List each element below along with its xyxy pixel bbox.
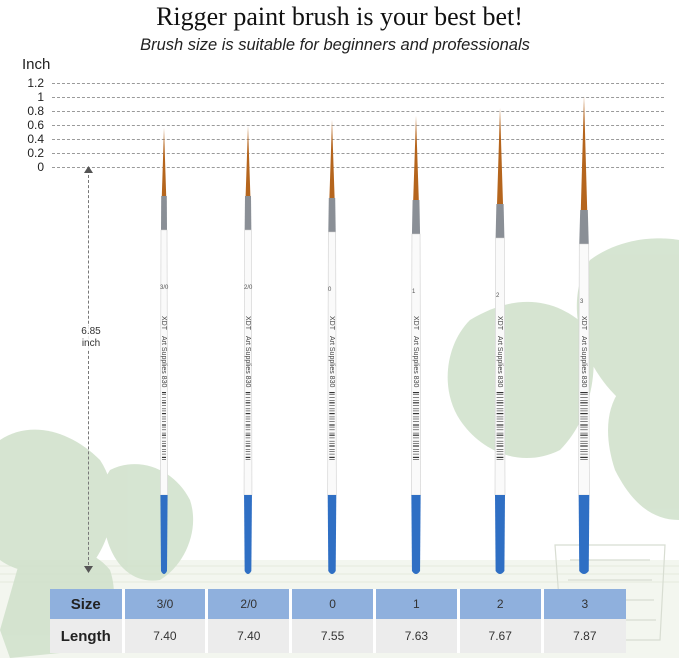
- brush-size-mark: 1: [412, 289, 416, 295]
- scale-tick: 1: [37, 90, 44, 104]
- length-cell: 7.40: [123, 619, 209, 653]
- scale-gridline: [52, 83, 664, 84]
- brush-bristles: [580, 96, 588, 210]
- arrow-up-icon: [84, 166, 93, 173]
- size-cell: 0: [290, 589, 376, 619]
- size-cell: 2/0: [206, 589, 293, 619]
- brush-grip: [578, 495, 590, 574]
- scale-tick: 0.8: [27, 104, 44, 118]
- brush-grip: [327, 495, 337, 574]
- arrow-down-icon: [84, 566, 93, 573]
- page-title: Rigger paint brush is your best bet!: [156, 2, 523, 31]
- length-cell: 7.87: [542, 619, 626, 653]
- size-cell: 2: [458, 589, 544, 619]
- length-dimension-label: 6.85 inch: [70, 326, 112, 350]
- brush-size-mark: 0: [328, 287, 332, 293]
- scale-gridline: [52, 97, 664, 98]
- scale-gridline: [52, 153, 664, 154]
- scale-tick: 1.2: [27, 76, 44, 90]
- scale-tick: 0.2: [27, 146, 44, 160]
- length-cell: 7.63: [374, 619, 460, 653]
- brush-ferrule: [161, 196, 167, 230]
- length-cell: 7.40: [206, 619, 293, 653]
- length-header: Length: [50, 619, 125, 653]
- scale-unit-label: Inch: [22, 56, 51, 73]
- brush-bristles: [161, 128, 167, 196]
- scale-gridline: [52, 111, 664, 112]
- page-subtitle: Brush size is suitable for beginners and…: [140, 36, 530, 54]
- brush-grip: [495, 495, 505, 574]
- scale-gridline: [52, 139, 664, 140]
- length-row: Length 7.40 7.40 7.55 7.63 7.67 7.87: [50, 619, 626, 653]
- brush-size-mark: 3/0: [160, 285, 169, 291]
- scale-gridline: [52, 125, 664, 126]
- brush-grip: [411, 495, 421, 574]
- brush-grip: [244, 495, 252, 574]
- brush-brand-text: XDT: [580, 316, 587, 330]
- scale-gridline: [52, 167, 664, 168]
- brush-model-text: Art Supplies 830: [580, 336, 587, 388]
- spec-table: Size 3/0 2/0 0 1 2 3 Length 7.40 7.40 7.…: [50, 589, 626, 653]
- brush-size-mark: 2/0: [244, 285, 253, 291]
- brush-ferrule: [411, 200, 421, 234]
- scale-tick: 0.4: [27, 132, 44, 146]
- brush-bristles: [245, 126, 251, 196]
- length-dimension-line: [88, 170, 89, 570]
- dimension-value: 6.85: [81, 326, 101, 337]
- dimension-unit: inch: [81, 338, 101, 349]
- brush-ferrule: [328, 198, 336, 232]
- size-cell: 1: [374, 589, 460, 619]
- brush-ferrule: [495, 204, 505, 238]
- brush-ferrule: [579, 210, 589, 244]
- brush-ferrule: [244, 196, 252, 230]
- brush-bristles: [497, 108, 503, 204]
- size-cell: 3: [542, 589, 626, 619]
- brush-bristles: [329, 120, 335, 198]
- brush-size-mark: 2: [496, 293, 500, 299]
- brush-size-mark: 3: [580, 299, 584, 305]
- brush-grip: [160, 495, 168, 574]
- scale-tick: 0.6: [27, 118, 44, 132]
- scale-tick: 0: [37, 160, 44, 174]
- size-header: Size: [50, 589, 125, 619]
- size-cell: 3/0: [123, 589, 209, 619]
- size-row: Size 3/0 2/0 0 1 2 3: [50, 589, 626, 619]
- length-cell: 7.55: [290, 619, 376, 653]
- length-cell: 7.67: [458, 619, 544, 653]
- brush-bristles: [413, 116, 419, 200]
